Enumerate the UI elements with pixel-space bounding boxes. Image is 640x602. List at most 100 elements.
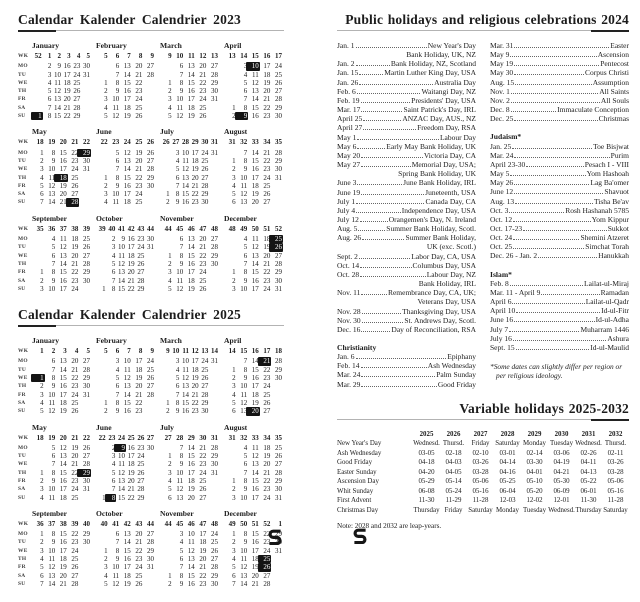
dot-leader xyxy=(510,175,586,177)
week-number: 38 xyxy=(71,224,79,233)
holiday-value: 04-14 xyxy=(499,459,516,467)
holiday-name-continued: Bank Holiday, IRL xyxy=(418,279,476,289)
holiday-name: Immaculate Conception xyxy=(557,105,629,115)
holiday-entry: Oct. 14 Columbus Day, USA xyxy=(337,261,476,270)
date-cell xyxy=(270,182,282,190)
date-cell: 11 xyxy=(60,235,67,244)
date-cell: 18 xyxy=(191,365,199,374)
date-cell: 8 xyxy=(179,78,184,87)
date-cell: 5 xyxy=(168,112,172,121)
day-row-fr: 7 14 21 28 xyxy=(96,391,154,399)
date-cell: 7 xyxy=(47,103,52,112)
date-cell: 14 xyxy=(182,181,189,190)
rule-light xyxy=(337,418,629,420)
week-number: 34 xyxy=(263,138,271,147)
date-cell: 11 xyxy=(48,398,56,407)
dot-leader xyxy=(512,147,593,149)
day-row-th: 7 14 21 28 xyxy=(224,469,282,477)
date-cell: 22 xyxy=(263,268,271,277)
date-cell: 4 xyxy=(232,555,236,564)
date-cell: 9 xyxy=(179,259,184,268)
day-row-fr: 1 8 15 22 29 xyxy=(224,477,282,485)
date-cell: 12 xyxy=(48,563,56,572)
date-cell: 23 xyxy=(71,276,79,285)
date-cell: 19 xyxy=(191,374,199,383)
date-cell: 11 xyxy=(54,78,61,87)
holiday-entry: Nov. 30 St. Andrews Day, Scotl. xyxy=(337,316,476,325)
date-cell: 18 xyxy=(263,70,271,79)
holiday-name: Palm Sunday xyxy=(436,370,476,380)
date-cell: 1 xyxy=(168,78,172,87)
holiday-name: Thanksgiving Day, USA xyxy=(402,306,476,316)
date-cell: 21 xyxy=(251,579,259,588)
date-cell: 17 xyxy=(191,148,199,157)
holiday-date: Jan. 6 xyxy=(337,352,355,362)
date-cell: 11 xyxy=(48,493,56,502)
week-number: 43 xyxy=(135,519,143,528)
day-row-tu: 5 12 19 26 xyxy=(224,452,282,460)
date-cell: 13 xyxy=(118,268,125,277)
date-cell: 24 xyxy=(211,530,218,539)
holiday-name-continued: Spring Bank Holiday, UK xyxy=(398,169,476,179)
date-cell: 21 xyxy=(135,70,143,79)
week-number: 7 xyxy=(127,347,131,356)
date-cell: 28 xyxy=(147,538,154,547)
holiday-name: Summer Bank Holiday, Scotl. xyxy=(386,224,476,234)
date-cell: 10 xyxy=(240,284,248,293)
date-cell: 2 xyxy=(106,444,116,452)
date-cell xyxy=(96,391,108,399)
date-cell: 12 xyxy=(182,374,189,383)
day-row-su: 1 8 15 22 29 xyxy=(31,112,90,121)
date-cell: 5 xyxy=(168,284,172,293)
date-cell: 9 xyxy=(115,87,120,96)
date-cell: 2 xyxy=(168,579,172,588)
day-row-tu: 1 8 15 22 29 xyxy=(224,366,282,374)
date-cell: 28 xyxy=(137,276,145,285)
dot-leader xyxy=(357,184,403,186)
date-cell: 20 xyxy=(135,62,143,71)
week-number: 8 xyxy=(138,52,143,60)
date-cell: 31 xyxy=(211,468,218,477)
weekday-label-fr: FR xyxy=(18,564,26,571)
holiday-name: Freedom Day, RSA xyxy=(417,123,476,133)
date-cell: 12 xyxy=(59,443,67,452)
week-number: 44 xyxy=(147,519,154,528)
date-cell: 27 xyxy=(201,382,209,391)
day-row-su: 4 11 18 25 xyxy=(32,494,90,502)
week-number: 39 xyxy=(71,519,79,528)
date-cell-holiday: 10 xyxy=(246,62,260,71)
date-cell: 25 xyxy=(275,443,282,452)
holiday-entry: June 19 Juneteenth, USA xyxy=(337,188,476,197)
label-spacer xyxy=(18,336,30,347)
holiday-name: Id-ul-Fitr xyxy=(601,306,629,316)
date-cell: 8 xyxy=(111,284,116,293)
date-cell xyxy=(144,285,154,293)
date-cell: 18 xyxy=(263,235,271,244)
dot-leader xyxy=(355,47,427,48)
holidays-page: Public holidays and religious celebratio… xyxy=(337,12,629,530)
date-cell: 17 xyxy=(251,546,259,555)
date-cell: 1 xyxy=(168,452,172,461)
dot-leader xyxy=(514,120,598,122)
week-number: 9 xyxy=(166,347,170,356)
date-cell: 21 xyxy=(263,468,271,477)
date-cell: 23 xyxy=(263,276,271,285)
weekday-label-mo: MO xyxy=(18,63,28,70)
date-cell xyxy=(160,530,172,538)
date-cell: 30 xyxy=(211,87,218,96)
week-number: 27 xyxy=(164,433,172,442)
holiday-date: Dec. 25 xyxy=(490,114,514,124)
date-cell: 19 xyxy=(263,78,271,87)
dot-leader xyxy=(361,385,437,387)
rule-light xyxy=(18,30,284,31)
date-cell: 20 xyxy=(251,198,259,207)
date-cell: 16 xyxy=(187,460,195,469)
date-cell: 26 xyxy=(201,165,209,174)
holiday-date: July 16 xyxy=(490,333,512,343)
date-cell: 28 xyxy=(275,468,282,477)
date-cell: 15 xyxy=(251,268,259,277)
date-cell: 23 xyxy=(199,259,207,268)
s-logo-icon xyxy=(268,529,282,546)
date-cell: 3 xyxy=(40,485,44,494)
date-cell: 13 xyxy=(251,460,259,469)
